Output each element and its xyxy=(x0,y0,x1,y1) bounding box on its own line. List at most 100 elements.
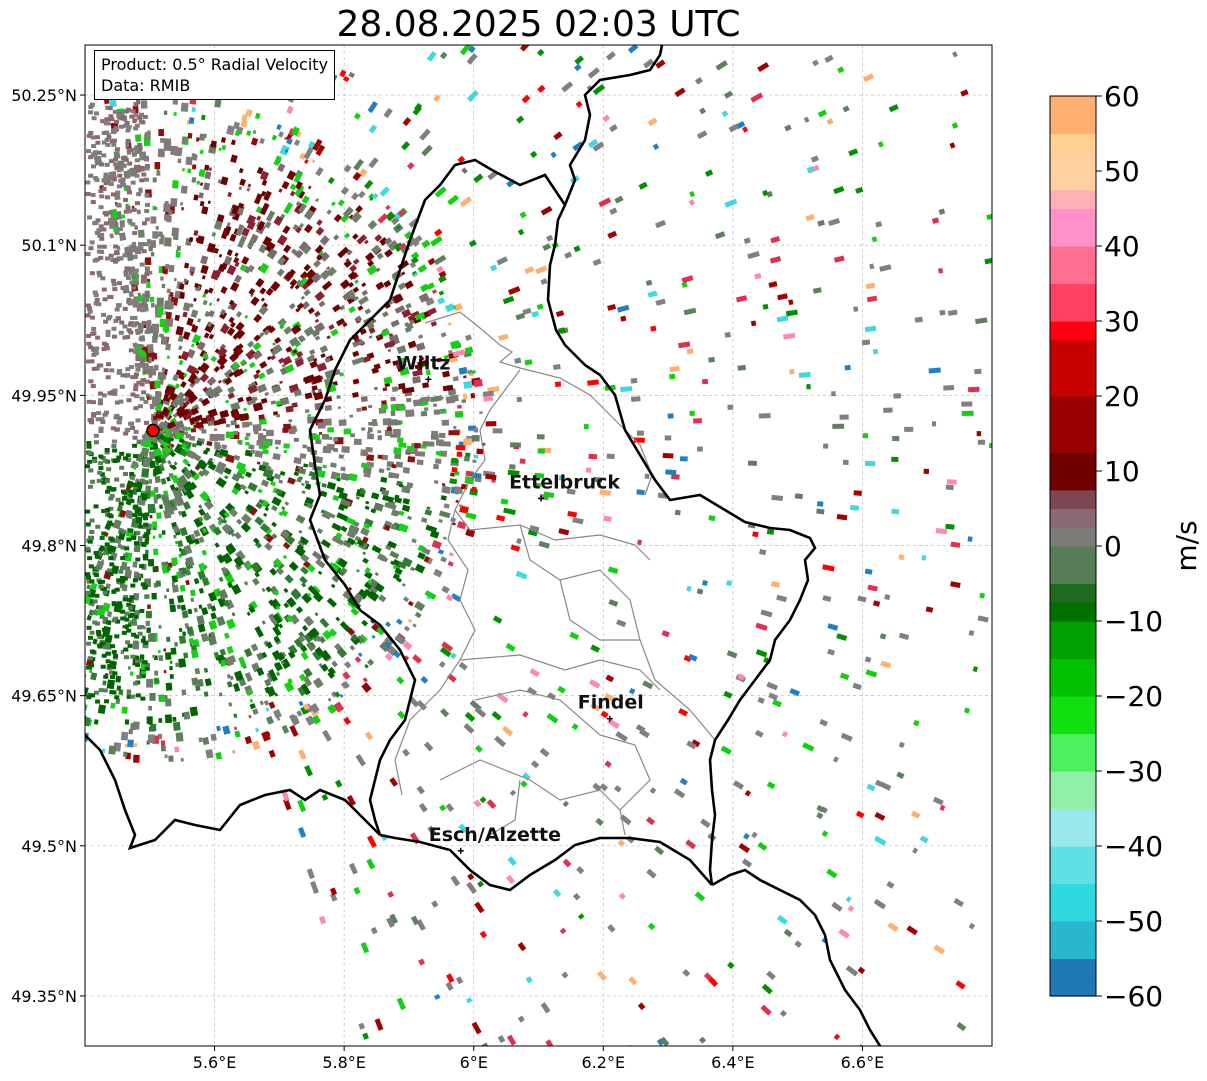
echo-cell xyxy=(112,287,118,292)
echo-cell xyxy=(297,635,306,643)
echo-cell xyxy=(430,320,438,327)
echo-cell xyxy=(182,469,194,480)
echo-cell xyxy=(360,450,367,457)
echo-cell xyxy=(217,356,228,367)
echo-cell xyxy=(102,412,108,417)
echo-cell xyxy=(118,569,124,574)
echo-cell xyxy=(766,681,778,691)
echo-cell xyxy=(935,528,948,535)
echo-cell xyxy=(249,293,254,298)
echo-cell xyxy=(132,454,138,459)
echo-cell xyxy=(154,670,159,676)
border-germany-belgium xyxy=(563,45,664,206)
echo-cell xyxy=(101,586,107,591)
echo-cell xyxy=(401,485,411,494)
echo-cell xyxy=(182,168,185,172)
echo-cell xyxy=(122,490,128,495)
echo-cell xyxy=(174,432,184,440)
echo-cell xyxy=(259,170,270,181)
echo-cell xyxy=(184,262,190,269)
echo-cell xyxy=(873,898,887,910)
echo-cell xyxy=(189,303,194,308)
echo-cell xyxy=(210,605,217,612)
echo-cell xyxy=(85,686,89,697)
echo-cell xyxy=(243,368,248,373)
echo-cell xyxy=(282,427,289,433)
echo-cell xyxy=(235,310,243,318)
echo-cell xyxy=(252,577,260,586)
echo-cell xyxy=(309,360,319,369)
echo-cell xyxy=(265,210,276,222)
echo-cell xyxy=(381,311,389,318)
echo-cell xyxy=(303,326,315,337)
echo-cell xyxy=(450,593,462,602)
echo-cell xyxy=(243,407,248,412)
echo-cell xyxy=(165,263,170,269)
echo-cell xyxy=(575,100,583,108)
echo-cell xyxy=(343,232,351,239)
echo-cell xyxy=(234,424,240,429)
echo-cell xyxy=(399,361,407,368)
echo-cell xyxy=(396,997,406,1011)
echo-cell xyxy=(307,140,316,149)
echo-cell xyxy=(150,252,155,257)
echo-cell xyxy=(392,293,404,304)
echo-cell xyxy=(535,265,548,275)
colorbar-segment xyxy=(1050,583,1096,603)
echo-cell xyxy=(324,357,331,363)
echo-cell xyxy=(606,453,615,460)
product-label: Product: 0.5° Radial Velocity xyxy=(101,55,329,74)
echo-cell xyxy=(468,239,477,248)
echo-cell xyxy=(343,716,352,726)
echo-cell xyxy=(477,880,485,888)
echo-cell xyxy=(238,441,243,445)
echo-cell xyxy=(110,257,116,262)
echo-cell xyxy=(119,509,127,518)
echo-cell xyxy=(190,597,195,603)
echo-cell xyxy=(396,345,407,355)
echo-cell xyxy=(218,147,222,152)
echo-cell xyxy=(665,469,677,476)
echo-cell xyxy=(201,607,209,616)
echo-cell xyxy=(155,461,159,466)
echo-cell xyxy=(434,228,443,237)
echo-cell xyxy=(361,619,369,627)
echo-cell xyxy=(289,183,297,191)
echo-cell xyxy=(109,224,115,229)
echo-cell xyxy=(104,450,110,455)
echo-cell xyxy=(316,219,323,226)
echo-cell xyxy=(181,137,187,144)
echo-cell xyxy=(140,153,146,158)
echo-cell xyxy=(91,331,97,336)
echo-cell xyxy=(219,648,227,656)
echo-cell xyxy=(123,655,129,660)
echo-cell xyxy=(378,594,387,603)
echo-cell xyxy=(152,331,159,339)
echo-cell xyxy=(838,928,850,939)
echo-cell xyxy=(260,651,267,659)
echo-cell xyxy=(116,256,122,261)
echo-cell xyxy=(88,564,94,569)
echo-cell xyxy=(316,254,323,261)
echo-cell xyxy=(184,400,191,407)
echo-cell xyxy=(85,180,91,185)
echo-cell xyxy=(104,195,110,200)
echo-cell xyxy=(724,198,738,208)
echo-cell xyxy=(159,238,164,245)
echo-cell xyxy=(327,666,336,676)
echo-cell xyxy=(140,696,146,701)
colorbar-segment xyxy=(1050,883,1096,903)
echo-cell xyxy=(347,596,358,607)
echo-cell xyxy=(289,724,299,737)
echo-cell xyxy=(223,225,232,236)
echo-cell xyxy=(182,447,190,454)
echo-cell xyxy=(921,555,927,561)
echo-cell xyxy=(144,257,152,266)
echo-cell xyxy=(330,583,336,589)
echo-cell xyxy=(283,202,294,215)
echo-cell xyxy=(558,475,565,481)
echo-cell xyxy=(450,875,461,887)
echo-cell xyxy=(392,650,401,659)
echo-cell xyxy=(368,124,378,134)
echo-cell xyxy=(228,372,234,378)
